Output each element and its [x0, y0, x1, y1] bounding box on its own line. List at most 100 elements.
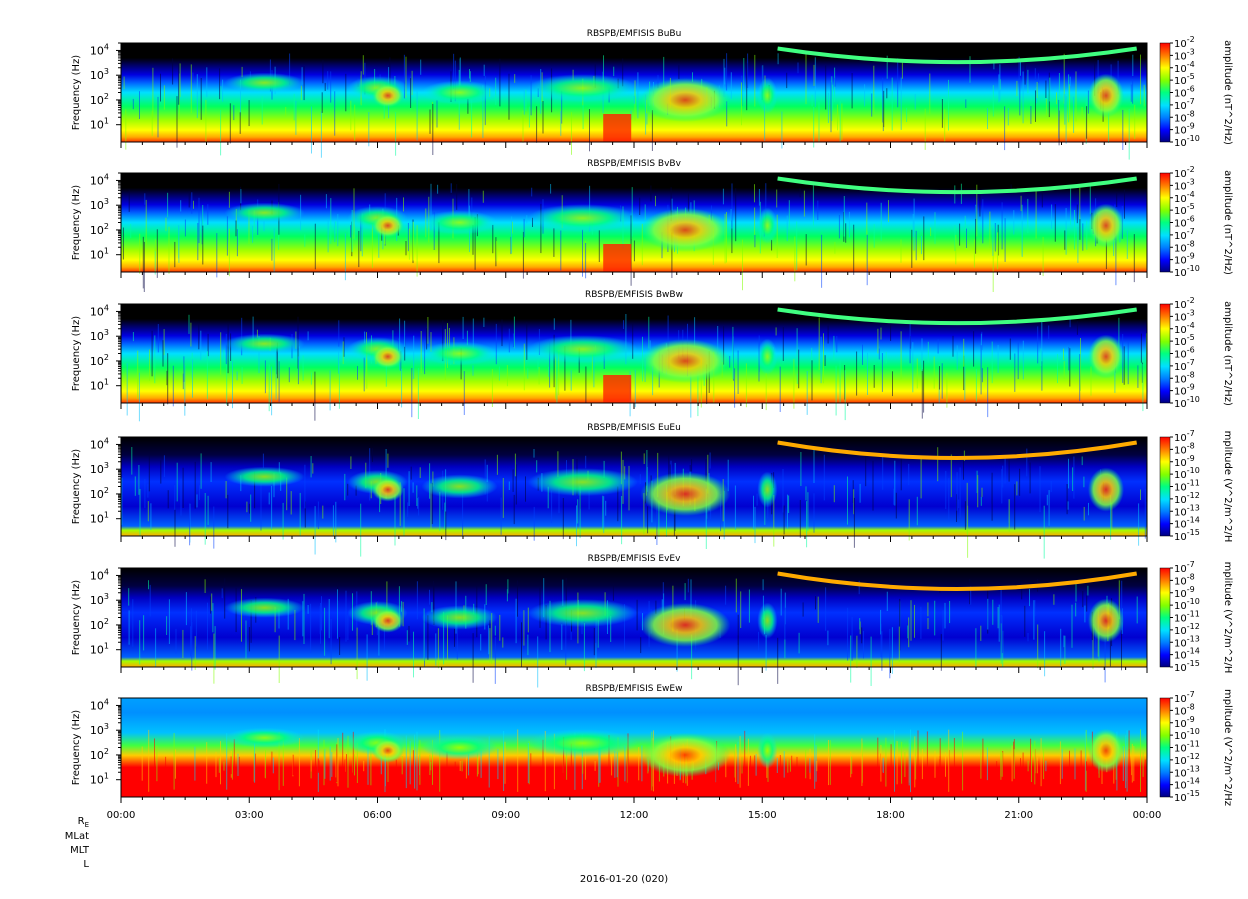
y-tick-exponent: 4: [104, 42, 109, 51]
texture-streak: [506, 589, 508, 602]
y-tick-label: 103: [90, 461, 109, 476]
texture-streak: [302, 601, 304, 637]
texture-streak: [980, 749, 982, 779]
texture-streak: [130, 223, 132, 239]
texture-streak: [526, 322, 528, 360]
colorbar-tick-exponent: -10: [1187, 134, 1200, 143]
texture-streak: [178, 63, 180, 105]
texture-streak: [426, 328, 428, 350]
texture-streak: [167, 353, 169, 405]
texture-streak: [599, 743, 601, 783]
texture-streak: [637, 72, 639, 119]
texture-streak: [882, 77, 884, 123]
texture-streak: [1013, 210, 1015, 235]
texture-streak: [416, 91, 418, 141]
texture-streak: [976, 470, 978, 493]
texture-streak: [570, 370, 572, 391]
emission-blob: [371, 344, 404, 369]
colorbar-label: amplitude (nT^2/Hz): [1222, 170, 1233, 275]
texture-streak: [188, 191, 190, 208]
texture-streak: [231, 748, 233, 780]
texture-streak: [1010, 184, 1012, 194]
texture-streak: [582, 89, 584, 130]
texture-streak: [1132, 54, 1134, 76]
texture-streak: [1128, 108, 1130, 160]
texture-streak: [1030, 106, 1032, 124]
texture-streak: [870, 636, 872, 686]
texture-streak: [954, 225, 956, 252]
texture-streak: [733, 336, 734, 381]
texture-streak: [806, 501, 808, 548]
texture-streak: [468, 189, 470, 219]
texture-streak: [1048, 490, 1050, 526]
texture-streak: [676, 628, 678, 672]
texture-streak: [149, 349, 150, 381]
texture-streak: [726, 53, 728, 91]
texture-streak: [965, 99, 967, 108]
texture-streak: [611, 754, 613, 776]
texture-streak: [707, 454, 709, 494]
texture-streak: [969, 56, 971, 83]
texture-streak: [311, 106, 312, 154]
texture-streak: [408, 228, 410, 260]
texture-streak: [174, 485, 176, 510]
texture-streak: [894, 460, 896, 506]
texture-streak: [1022, 340, 1024, 380]
texture-streak: [1126, 745, 1128, 782]
texture-streak: [295, 101, 297, 135]
texture-streak: [525, 89, 527, 112]
texture-streak: [953, 738, 955, 787]
emission-blob: [421, 341, 498, 366]
texture-streak: [873, 365, 875, 388]
texture-streak: [361, 213, 363, 257]
texture-streak: [123, 76, 125, 90]
texture-streak: [588, 488, 590, 510]
texture-streak: [942, 610, 944, 641]
texture-streak: [987, 367, 989, 418]
y-tick-label: 101: [90, 511, 109, 526]
texture-streak: [156, 745, 158, 782]
ephemeris-re-label: RE: [77, 816, 89, 829]
texture-streak: [639, 197, 641, 215]
y-tick-label: 102: [90, 617, 109, 632]
texture-streak: [235, 209, 237, 232]
texture-streak: [1061, 749, 1063, 779]
texture-streak: [964, 501, 966, 530]
texture-streak: [687, 193, 689, 212]
texture-streak: [742, 239, 743, 291]
texture-streak: [456, 609, 458, 660]
texture-streak: [602, 495, 604, 530]
texture-streak: [502, 478, 504, 518]
y-tick-exponent: 3: [104, 328, 109, 337]
texture-streak: [413, 631, 414, 678]
texture-streak: [631, 187, 633, 237]
texture-streak: [337, 214, 339, 247]
texture-streak: [477, 756, 479, 775]
texture-streak: [620, 451, 622, 485]
texture-streak: [1089, 184, 1091, 215]
texture-streak: [558, 350, 560, 396]
texture-streak: [624, 748, 626, 780]
texture-streak: [252, 225, 254, 243]
texture-streak: [723, 490, 725, 540]
texture-streak: [1118, 580, 1120, 620]
texture-streak: [405, 735, 407, 789]
texture-streak: [891, 627, 893, 674]
texture-streak: [998, 74, 1000, 103]
texture-streak: [196, 74, 198, 119]
texture-streak: [527, 368, 529, 379]
colorbar-tick-exponent: -13: [1187, 503, 1200, 512]
texture-streak: [472, 318, 474, 353]
texture-streak: [192, 72, 194, 83]
texture-streak: [354, 227, 356, 240]
texture-streak: [657, 74, 659, 89]
texture-streak: [762, 579, 764, 591]
texture-streak: [320, 111, 322, 158]
texture-streak: [495, 237, 497, 267]
emission-blob: [371, 608, 404, 633]
chorus-band: [777, 307, 1137, 326]
y-axis-label: Frequency (Hz): [71, 185, 82, 261]
texture-streak: [799, 500, 801, 538]
texture-streak: [798, 632, 800, 654]
texture-streak: [1041, 191, 1043, 208]
